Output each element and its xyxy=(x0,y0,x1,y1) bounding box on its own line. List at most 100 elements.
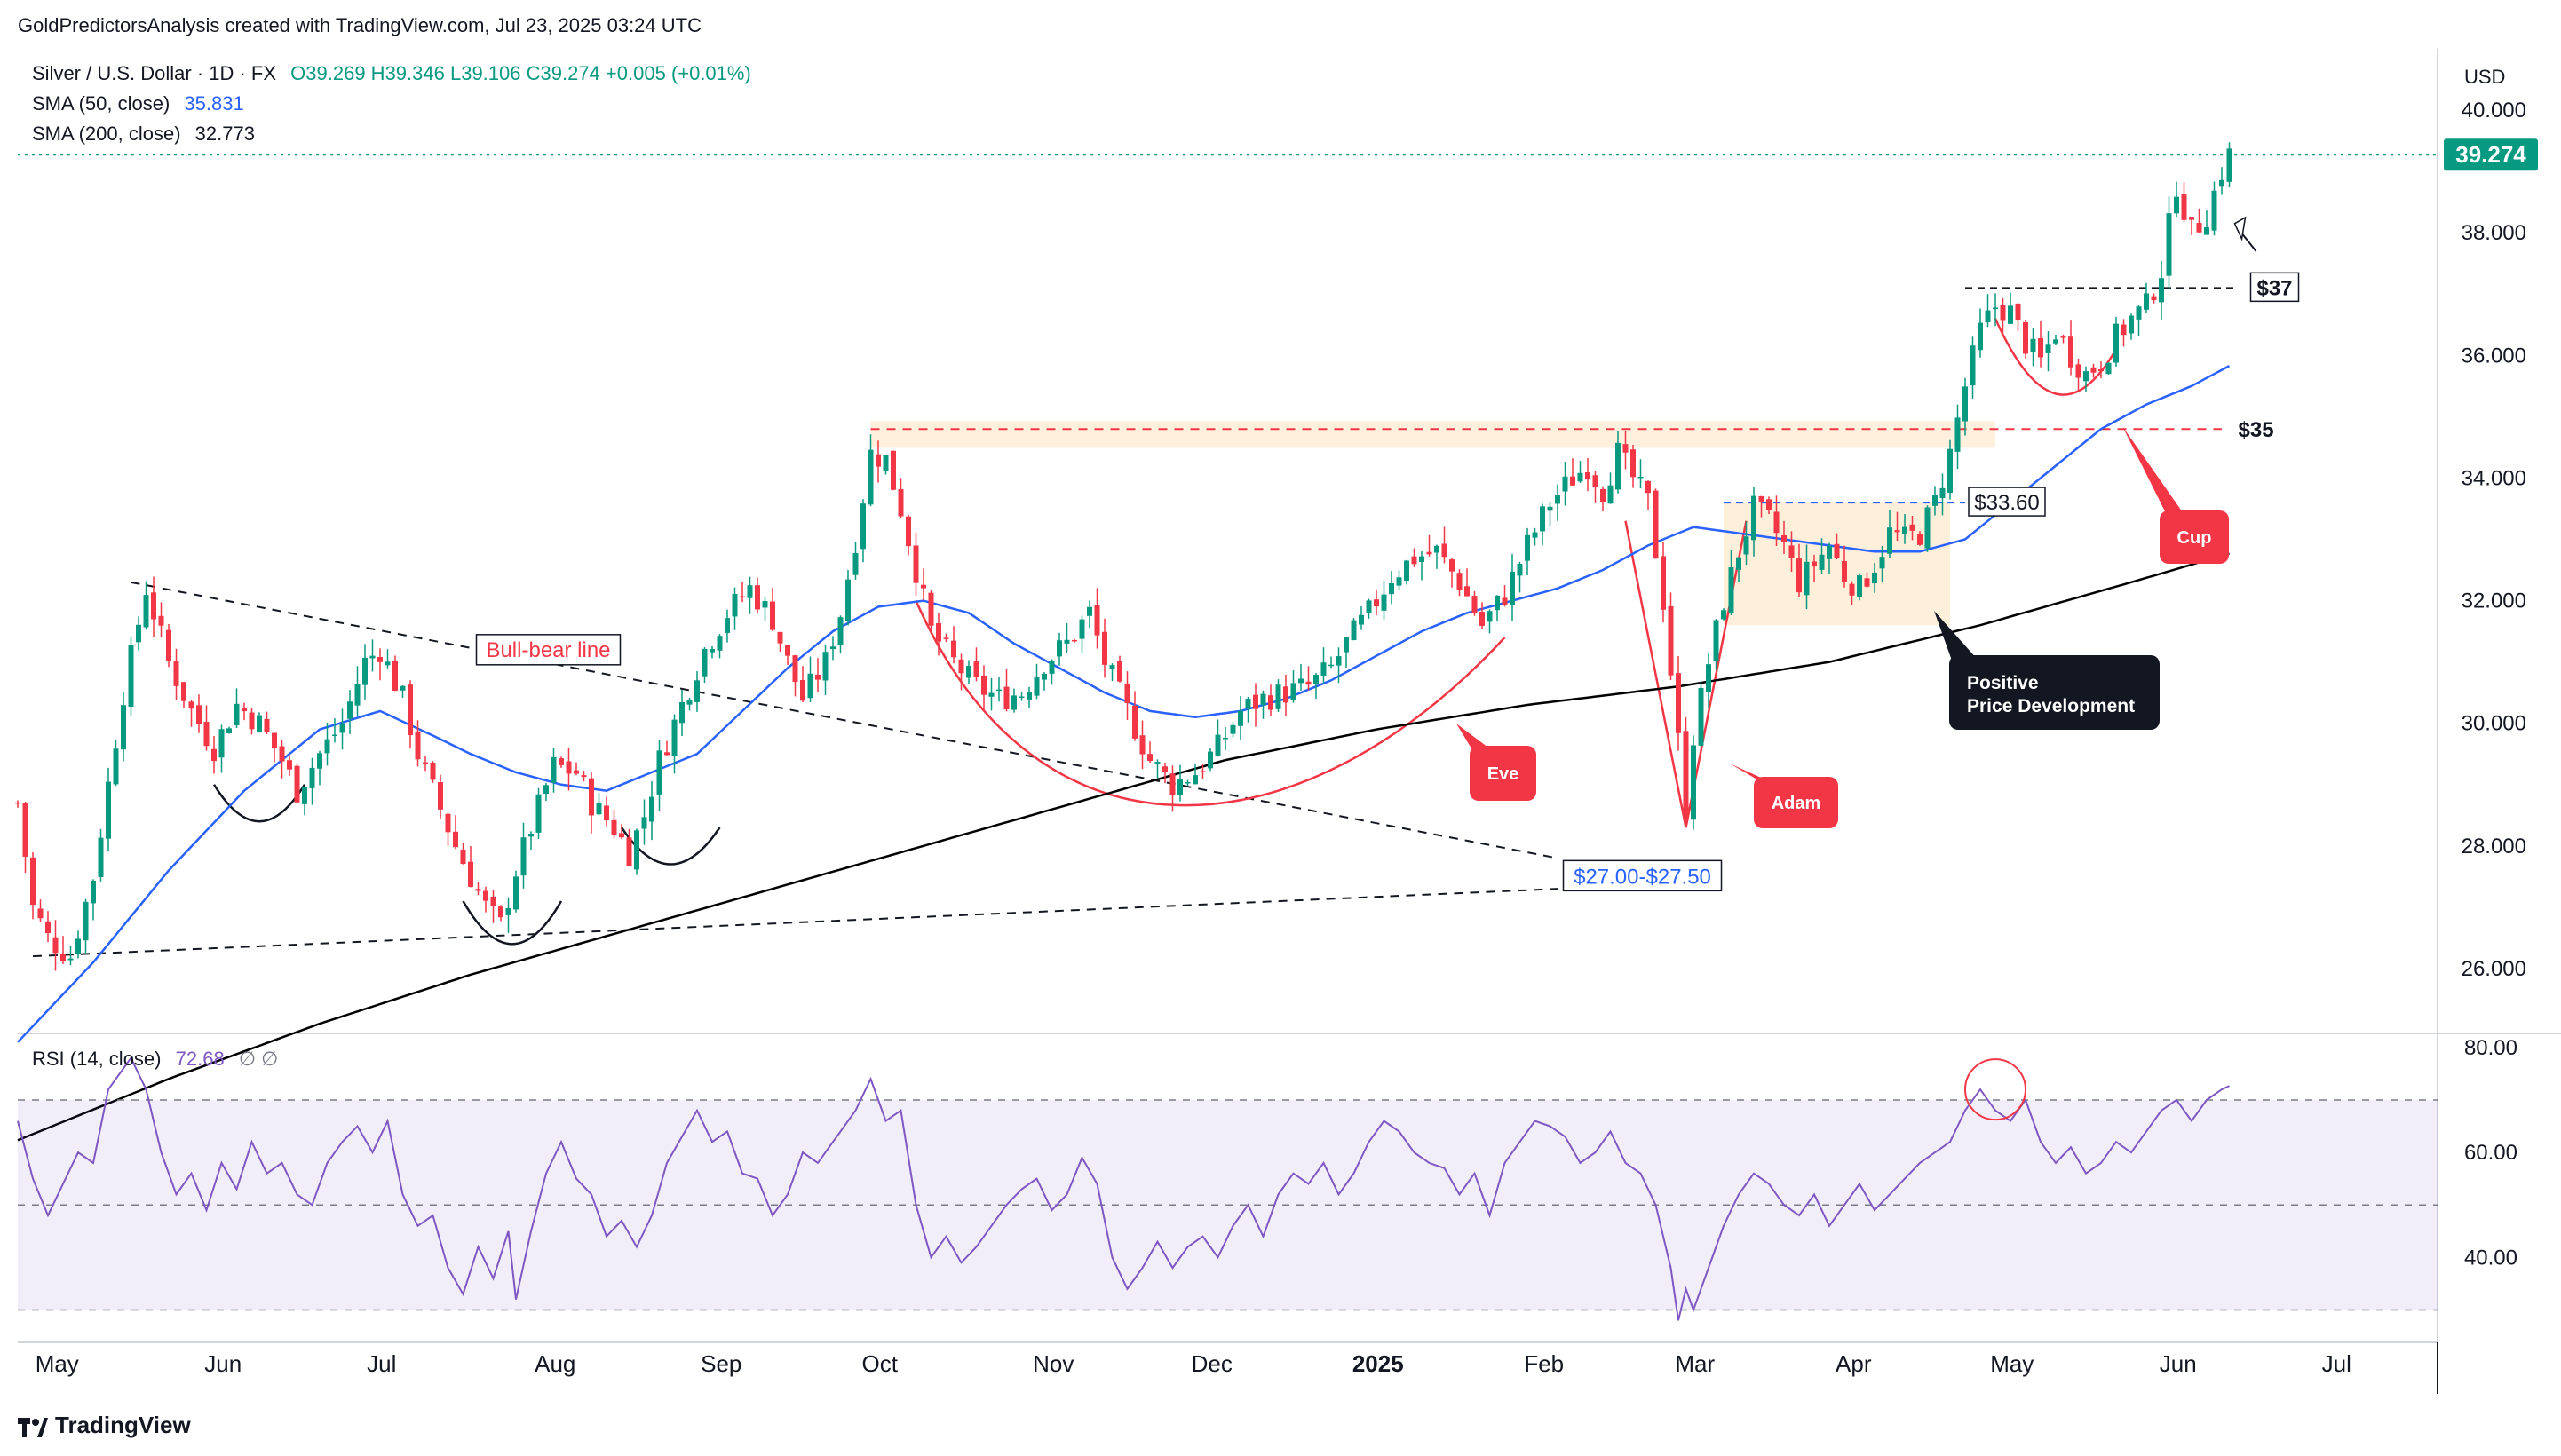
candle xyxy=(574,762,579,776)
candle-body xyxy=(264,718,270,732)
candle-body xyxy=(1208,751,1213,769)
candle xyxy=(1728,550,1734,616)
candle-body xyxy=(1344,637,1349,653)
candle xyxy=(671,714,678,774)
candle-body xyxy=(1924,507,1931,549)
candle xyxy=(559,756,564,768)
time-tick-label: Jun xyxy=(2160,1350,2197,1377)
candle xyxy=(1864,572,1870,589)
price-tick-label: 28.000 xyxy=(2462,835,2526,859)
candle-body xyxy=(2121,324,2127,336)
candle-body xyxy=(1653,490,1659,559)
candle-body xyxy=(392,661,398,691)
candle xyxy=(2000,297,2006,333)
candle-body xyxy=(1683,731,1689,821)
candle xyxy=(1328,656,1334,669)
rsi-tick-label: 80.00 xyxy=(2464,1036,2517,1060)
candle xyxy=(2121,319,2127,347)
legend-rsi-row[interactable]: RSI (14, close) 72.68 ∅ ∅ xyxy=(32,1048,278,1071)
candle-body xyxy=(928,592,934,626)
candle-body xyxy=(671,719,678,756)
candle xyxy=(1924,505,1931,552)
candle xyxy=(1366,598,1372,619)
candle xyxy=(166,623,171,668)
candle-body xyxy=(1894,530,1900,533)
candle xyxy=(234,688,240,728)
candle xyxy=(1109,663,1115,682)
candle xyxy=(362,644,368,700)
candle-body xyxy=(1592,475,1598,487)
candle-body xyxy=(37,908,44,919)
sma50-label: SMA (50, close) xyxy=(32,92,170,115)
candle-body xyxy=(2023,321,2028,354)
candle xyxy=(332,718,337,743)
candle-body xyxy=(906,516,911,547)
candle xyxy=(1751,487,1756,557)
candle xyxy=(1449,558,1455,588)
symbol-label[interactable]: Silver / U.S. Dollar · 1D · FX xyxy=(32,62,277,84)
candle xyxy=(249,708,255,735)
candle xyxy=(543,782,549,802)
candle xyxy=(2053,334,2058,346)
candle-body xyxy=(1993,307,1998,310)
candle-body xyxy=(2174,196,2179,214)
candle-body xyxy=(1381,594,1387,611)
candle-body xyxy=(106,781,111,839)
candle xyxy=(369,639,376,672)
candle-body xyxy=(1336,656,1342,666)
legend-sma200-row[interactable]: SMA (200, close) 32.773 xyxy=(32,123,255,146)
legend-sma50-row[interactable]: SMA (50, close) 35.831 xyxy=(32,92,244,115)
candle xyxy=(30,851,36,920)
candle-body xyxy=(151,592,156,620)
price-tick-label: 26.000 xyxy=(2462,957,2526,981)
candle-body xyxy=(1879,557,1885,569)
candle xyxy=(785,644,790,665)
candle xyxy=(951,626,956,664)
currency-label[interactable]: USD xyxy=(2464,66,2506,88)
candle-body xyxy=(770,601,775,630)
price-tick-label: 34.000 xyxy=(2462,466,2526,490)
candle xyxy=(1683,716,1689,825)
candle-body xyxy=(445,813,451,833)
candle xyxy=(943,633,949,643)
candle-body xyxy=(1834,543,1840,558)
candle xyxy=(1706,653,1711,708)
candle xyxy=(1970,336,1976,399)
candle xyxy=(1577,461,1583,483)
candle-body xyxy=(1502,597,1508,605)
candle-body xyxy=(2204,227,2209,235)
candle-body xyxy=(15,802,20,804)
candle-body xyxy=(679,701,685,724)
candle xyxy=(1532,527,1538,546)
candle xyxy=(1072,638,1077,643)
candle xyxy=(807,656,813,702)
candle xyxy=(468,846,473,888)
candle xyxy=(1177,764,1183,802)
tradingview-logo[interactable]: TradingView xyxy=(18,1412,191,1439)
candle xyxy=(1517,561,1523,593)
candle-body xyxy=(619,833,624,838)
candle xyxy=(1426,534,1432,557)
time-tick-label: Mar xyxy=(1675,1350,1715,1377)
candle xyxy=(2129,313,2134,340)
candle-body xyxy=(777,631,783,644)
candle-body xyxy=(1328,664,1334,667)
candle-body xyxy=(83,901,89,941)
candle xyxy=(1169,765,1176,812)
candle xyxy=(294,764,300,804)
candle xyxy=(1939,473,1946,516)
candle-body xyxy=(279,746,285,762)
candle xyxy=(400,685,406,698)
candle-body xyxy=(332,734,337,736)
candle-body xyxy=(559,758,564,765)
candle xyxy=(1102,618,1107,678)
candle-body xyxy=(1804,561,1810,596)
candle-body xyxy=(2196,223,2202,233)
candle xyxy=(800,666,805,703)
candle-body xyxy=(242,708,247,712)
candle xyxy=(837,615,844,654)
candle xyxy=(1049,659,1055,685)
candle xyxy=(868,434,874,507)
candle-body xyxy=(30,857,36,906)
